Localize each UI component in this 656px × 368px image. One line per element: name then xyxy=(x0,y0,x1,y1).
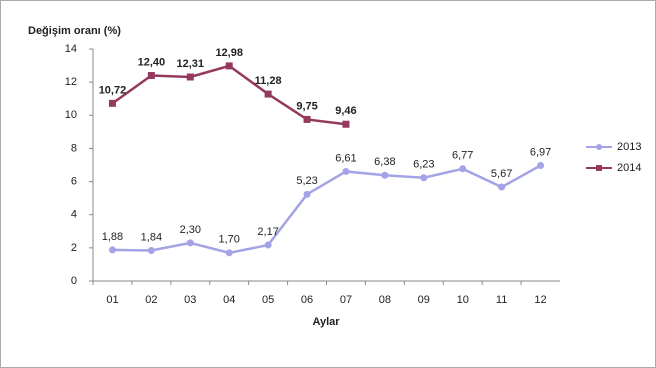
x-tick-label: 01 xyxy=(106,294,118,306)
x-tick-label: 08 xyxy=(379,294,391,306)
point xyxy=(459,165,467,173)
data-label: 10,72 xyxy=(99,84,127,96)
point xyxy=(108,99,116,107)
data-label: 1,84 xyxy=(141,231,162,243)
y-tick-label: 10 xyxy=(65,109,77,121)
point xyxy=(303,115,311,123)
data-label: 5,67 xyxy=(491,168,512,180)
point xyxy=(147,247,155,255)
point xyxy=(225,62,233,70)
legend-marker xyxy=(596,144,602,150)
data-label: 2,30 xyxy=(180,224,201,236)
point xyxy=(303,190,311,198)
point xyxy=(108,246,116,254)
x-tick-label: 03 xyxy=(184,294,196,306)
data-label: 9,75 xyxy=(296,100,317,112)
point xyxy=(342,120,350,128)
x-tick-label: 12 xyxy=(534,294,546,306)
point xyxy=(537,161,545,169)
y-tick-label: 12 xyxy=(65,76,77,88)
point xyxy=(264,90,272,98)
legend-label: 2013 xyxy=(617,141,641,153)
data-label: 2,17 xyxy=(257,226,278,238)
point xyxy=(342,167,350,175)
point xyxy=(186,73,194,81)
data-label: 6,23 xyxy=(413,159,434,171)
data-label: 6,38 xyxy=(374,156,395,168)
legend-marker xyxy=(596,165,602,171)
y-tick-label: 6 xyxy=(71,175,77,187)
x-tick-label: 05 xyxy=(262,294,274,306)
y-tick-label: 8 xyxy=(71,142,77,154)
y-tick-label: 14 xyxy=(65,43,77,55)
y-tick-label: 0 xyxy=(71,275,77,287)
x-tick-label: 11 xyxy=(496,294,507,306)
data-label: 6,97 xyxy=(530,146,551,158)
x-tick-label: 10 xyxy=(457,294,469,306)
point xyxy=(381,171,389,179)
point xyxy=(420,174,428,182)
data-label: 6,77 xyxy=(452,150,473,162)
point xyxy=(147,72,155,80)
data-label: 5,23 xyxy=(296,175,317,187)
data-label: 9,46 xyxy=(335,105,356,117)
x-tick-label: 04 xyxy=(223,294,235,306)
x-axis-label: Aylar xyxy=(312,316,340,328)
x-tick-label: 07 xyxy=(340,294,352,306)
point xyxy=(264,241,272,249)
series-line xyxy=(112,164,542,255)
point xyxy=(498,183,506,191)
point xyxy=(225,249,233,257)
data-label: 12,31 xyxy=(177,58,205,70)
y-axis-label: Değişim oranı (%) xyxy=(28,25,121,37)
data-label: 6,61 xyxy=(335,152,356,164)
x-tick-label: 06 xyxy=(301,294,313,306)
x-tick-label: 02 xyxy=(145,294,157,306)
y-tick-label: 4 xyxy=(71,209,77,221)
x-tick-label: 09 xyxy=(418,294,430,306)
data-label: 1,88 xyxy=(102,231,123,243)
y-tick-label: 2 xyxy=(71,242,77,254)
data-label: 11,28 xyxy=(255,75,282,87)
data-label: 12,98 xyxy=(215,47,243,59)
data-label: 12,40 xyxy=(138,56,166,68)
legend-label: 2014 xyxy=(617,162,641,174)
data-label: 1,70 xyxy=(218,234,239,246)
point xyxy=(186,239,194,247)
